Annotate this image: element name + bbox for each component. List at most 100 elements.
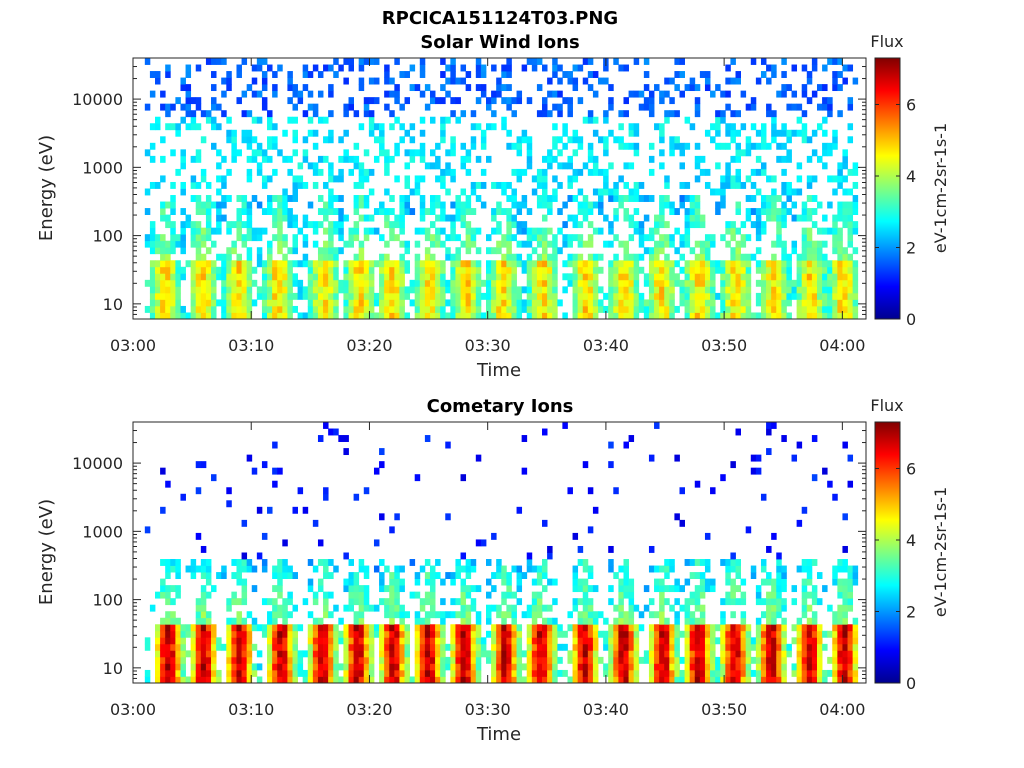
heatmap-cell: [424, 669, 431, 677]
heatmap-cell: [414, 474, 421, 482]
heatmap-cell: [384, 305, 390, 313]
heatmap-cell: [455, 253, 461, 261]
heatmap-cell: [694, 617, 701, 625]
heatmap-cell: [628, 624, 635, 632]
heatmap-cell: [221, 299, 227, 307]
heatmap-cell: [419, 299, 426, 307]
heatmap-cell: [287, 77, 293, 85]
heatmap-cell: [704, 260, 711, 268]
heatmap-cell: [465, 84, 472, 92]
heatmap-cell: [155, 240, 161, 248]
heatmap-cell: [216, 58, 222, 65]
heatmap-cell: [531, 578, 538, 586]
heatmap-cell: [440, 279, 446, 287]
heatmap-cell: [710, 188, 716, 196]
heatmap-cell: [465, 312, 472, 320]
heatmap-cell: [226, 637, 232, 645]
heatmap-cell: [333, 624, 339, 632]
heatmap-cell: [587, 71, 594, 78]
heatmap-cell: [740, 611, 747, 619]
heatmap-cell: [567, 240, 573, 248]
heatmap-cell: [358, 58, 365, 65]
heatmap-cell: [852, 663, 859, 671]
heatmap-cell: [628, 669, 635, 677]
heatmap-cell: [389, 266, 395, 274]
heatmap-cell: [165, 650, 171, 658]
heatmap-cell: [679, 656, 685, 664]
heatmap-cell: [730, 312, 736, 320]
heatmap-cell: [348, 572, 354, 579]
heatmap-cell: [837, 247, 843, 255]
heatmap-cell: [603, 188, 609, 196]
heatmap-cell: [796, 656, 803, 664]
heatmap-cell: [256, 624, 263, 632]
heatmap-cell: [312, 221, 319, 229]
heatmap-cell: [384, 90, 390, 98]
heatmap-cell: [149, 155, 156, 163]
heatmap-cell: [475, 630, 482, 638]
heatmap-cell: [155, 299, 161, 307]
heatmap-cell: [343, 435, 349, 442]
heatmap-cell: [277, 676, 283, 684]
heatmap-cell: [730, 136, 736, 144]
heatmap-cell: [643, 273, 650, 281]
heatmap-cell: [618, 663, 624, 671]
heatmap-cell: [195, 299, 202, 307]
heatmap-cell: [587, 663, 594, 671]
heatmap-cell: [287, 572, 293, 579]
heatmap-cell: [827, 299, 833, 307]
heatmap-cell: [231, 676, 237, 684]
heatmap-cell: [353, 292, 360, 300]
heatmap-cell: [195, 604, 202, 612]
heatmap-cell: [720, 630, 726, 638]
heatmap-cell: [628, 585, 635, 593]
heatmap-cell: [307, 624, 314, 632]
heatmap-cell: [236, 292, 242, 300]
heatmap-cell: [822, 292, 828, 300]
heatmap-cell: [628, 129, 635, 137]
heatmap-cell: [475, 71, 482, 78]
heatmap-cell: [343, 552, 349, 560]
heatmap-cell: [628, 234, 635, 242]
heatmap-cell: [241, 208, 248, 215]
heatmap-cell: [429, 565, 436, 573]
heatmap-cell: [547, 279, 553, 287]
heatmap-cell: [317, 676, 324, 684]
heatmap-cell: [297, 624, 304, 632]
heatmap-cell: [414, 643, 421, 651]
heatmap-cell: [847, 630, 854, 638]
heatmap-cell: [195, 260, 202, 268]
heatmap-cell: [312, 598, 319, 606]
heatmap-cell: [542, 273, 548, 281]
heatmap-cell: [542, 286, 548, 294]
heatmap-cell: [190, 312, 197, 320]
heatmap-cell: [363, 669, 370, 677]
heatmap-cell: [613, 487, 619, 495]
heatmap-cell: [419, 630, 426, 638]
heatmap-cell: [358, 195, 365, 202]
heatmap-cell: [317, 617, 324, 625]
heatmap-cell: [832, 292, 838, 300]
heatmap-cell: [435, 266, 441, 274]
heatmap-cell: [704, 585, 711, 593]
heatmap-cell: [445, 572, 451, 579]
heatmap-cell: [486, 266, 492, 274]
heatmap-cell: [521, 467, 528, 475]
heatmap-cell: [730, 221, 736, 229]
heatmap-cell: [363, 110, 370, 118]
heatmap-cell: [771, 663, 777, 671]
heatmap-cell: [745, 103, 752, 111]
heatmap-cell: [282, 559, 288, 566]
heatmap-cell: [348, 663, 354, 671]
heatmap-cell: [837, 227, 843, 235]
heatmap-cell: [429, 630, 436, 638]
heatmap-cell: [577, 598, 584, 606]
heatmap-cell: [689, 650, 696, 658]
heatmap-cell: [699, 643, 706, 651]
heatmap-cell: [440, 643, 446, 651]
heatmap-cell: [552, 273, 558, 281]
heatmap-cell: [251, 116, 258, 124]
heatmap-cell: [618, 312, 624, 320]
heatmap-cell: [526, 234, 533, 242]
heatmap-cell: [200, 266, 207, 274]
